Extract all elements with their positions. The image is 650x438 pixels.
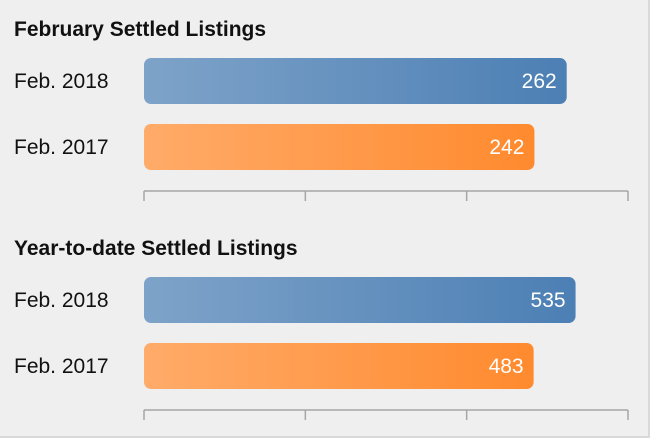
category-label: Feb. 2017 xyxy=(14,355,109,378)
ytd-settled-chart: Feb. 2018 535 Feb. 2017 483 xyxy=(14,277,629,420)
ytd-settled-panel: Year-to-date Settled Listings Feb. 2018 5… xyxy=(0,219,650,438)
category-label: Feb. 2018 xyxy=(14,289,109,312)
bar xyxy=(144,124,535,170)
bar xyxy=(144,58,567,104)
data-label: 262 xyxy=(522,70,557,93)
chart-title: Year-to-date Settled Listings xyxy=(14,237,298,260)
bar xyxy=(144,277,576,323)
february-settled-chart: Feb. 2018 262 Feb. 2017 242 xyxy=(14,58,629,201)
bar xyxy=(144,343,534,389)
data-label: 483 xyxy=(489,355,524,378)
february-settled-panel: February Settled Listings Feb. 2018 262 Fe… xyxy=(14,18,629,201)
data-label: 535 xyxy=(531,289,566,312)
category-label: Feb. 2017 xyxy=(14,136,109,159)
category-label: Feb. 2018 xyxy=(14,70,109,93)
data-label: 242 xyxy=(489,136,524,159)
chart-title: February Settled Listings xyxy=(14,18,267,41)
